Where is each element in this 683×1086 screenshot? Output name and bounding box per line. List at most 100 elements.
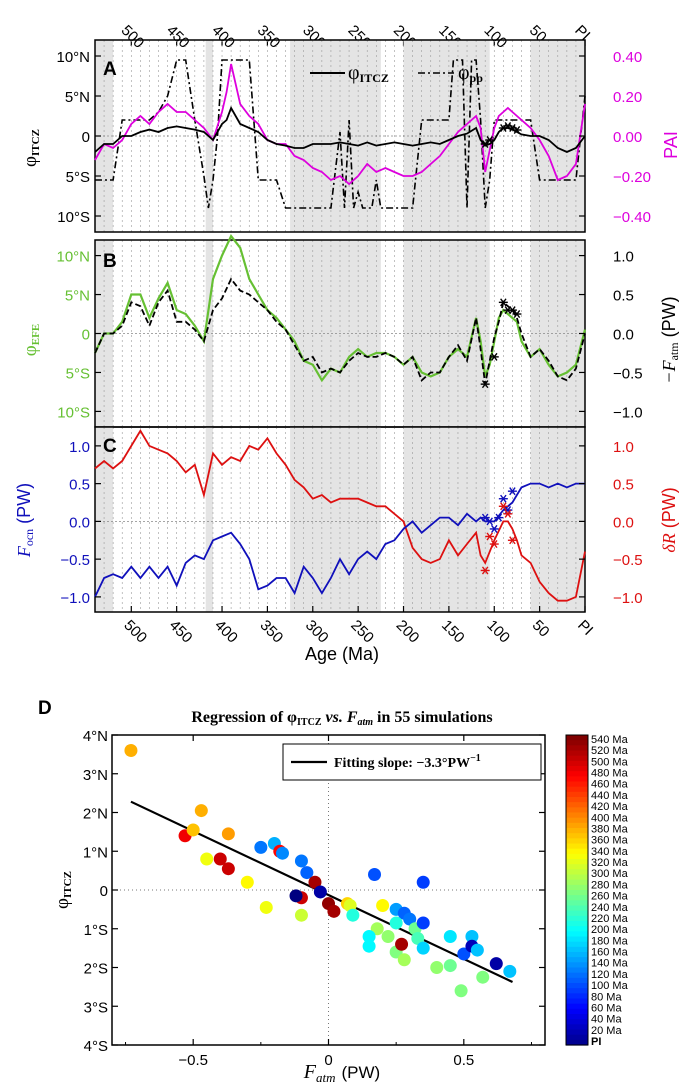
panel-d-letter: D — [38, 698, 52, 719]
scatter-point — [313, 885, 327, 899]
scatter-point — [389, 916, 403, 930]
y-tick-label: 1°N — [83, 844, 108, 861]
marker-c-dr — [489, 540, 499, 549]
scatter-point — [186, 823, 200, 837]
right-tick-label: −0.20 — [613, 169, 651, 186]
scatter-point — [457, 947, 471, 961]
left-tick-label: −1.0 — [60, 590, 90, 607]
marker-c-dr-stroke — [509, 536, 516, 545]
scatter-point — [403, 912, 417, 926]
scatter-point — [221, 862, 235, 876]
scatter-point — [443, 930, 457, 943]
panel-c: 1.0 0.5 0.0 −0.5 −1.0 1.0 0.5 0.0 −0.5 −1.0 C Foc… — [14, 426, 679, 613]
scatter-point — [370, 922, 384, 936]
colorbar-segment — [566, 864, 588, 870]
scatter-point — [124, 744, 138, 757]
marker-c-dr-stroke — [490, 540, 498, 549]
legend-pp-label: φpp — [458, 62, 483, 85]
scatter-point — [275, 846, 289, 860]
right-tick-label: 0.5 — [613, 288, 634, 305]
panel-b: 10°N5°N05°S10°S1.00.50.0−0.5−1.0 B φEFE … — [20, 234, 681, 428]
colorbar-segment — [566, 1019, 588, 1025]
colorbar-label: 120 Ma — [591, 969, 629, 981]
shaded-interval — [403, 427, 490, 612]
marker-a-stroke — [481, 139, 489, 149]
marker-c-dr — [480, 566, 490, 575]
scatter-point — [240, 875, 254, 889]
scatter-point — [376, 899, 390, 912]
y-tick-label: 0 — [100, 883, 108, 900]
colorbar-segment — [566, 760, 588, 767]
panel-c-right-axis-title: δR(PW) — [659, 487, 679, 552]
x-tick-label: 0.5 — [453, 1052, 474, 1069]
colorbar-segment — [566, 921, 588, 927]
marker-c-ocn-stroke — [495, 513, 503, 522]
colorbar-segment — [566, 993, 588, 1000]
bottom-tick-label: 50 — [529, 617, 553, 641]
colorbar-segment — [566, 895, 588, 901]
scatter-point — [489, 957, 503, 971]
left-tick-label: 10°N — [56, 249, 90, 266]
scatter-point — [200, 852, 214, 866]
scatter-point — [368, 868, 382, 881]
y-tick-label: 4°N — [83, 728, 108, 745]
colorbar-segment — [566, 853, 588, 860]
colorbar-segment — [566, 1003, 588, 1010]
right-tick-label: 0.20 — [613, 89, 642, 106]
bottom-tick-label: 100 — [483, 617, 513, 647]
panel-c-letter: C — [103, 436, 117, 457]
marker-b-stroke — [481, 380, 489, 389]
marker-a-stroke — [486, 135, 493, 145]
y-tick-label: 2°S — [84, 961, 108, 978]
marker-c-ocn-stroke — [500, 494, 507, 503]
marker-a — [512, 125, 522, 135]
colorbar-label: 380 Ma — [591, 823, 629, 835]
left-tick-label: 5°S — [66, 365, 90, 382]
panel-frame — [94, 426, 586, 613]
colorbar-segment — [566, 890, 588, 896]
right-tick-label: 1.0 — [613, 249, 634, 266]
shaded-interval — [205, 240, 213, 427]
bottom-tick-label: 150 — [438, 617, 468, 647]
colorbar-segment — [566, 802, 588, 808]
dr-line — [94, 429, 586, 602]
shaded-interval — [290, 427, 381, 612]
y-tick-label: 3°S — [84, 999, 108, 1016]
scatter-point — [416, 941, 430, 955]
bottom-tick-label: 200 — [393, 617, 423, 647]
scatter-point — [194, 804, 208, 818]
scatter-point — [259, 900, 273, 914]
scatter-point — [416, 875, 430, 889]
y-tick-label: 2°N — [83, 806, 108, 823]
pai-line — [94, 63, 586, 186]
marker-b-stroke — [504, 306, 512, 315]
marker-c-ocn-stroke — [481, 513, 489, 522]
colorbar-label: 200 Ma — [591, 924, 629, 936]
marker-c-ocn-stroke — [490, 524, 498, 533]
colorbar-label: 340 Ma — [591, 846, 629, 858]
marker-b — [507, 306, 517, 315]
panel-a: 10°N5°N05°S10°S0.400.200.00−0.20−0.40 A … — [20, 39, 681, 233]
right-tick-label: 1.0 — [613, 439, 634, 456]
right-tick-label: 0.0 — [613, 327, 634, 344]
panel-a-legend: φITCZ φpp — [310, 62, 483, 85]
colorbar-segment — [566, 740, 588, 746]
bottom-tick-label: 250 — [347, 617, 377, 647]
right-tick-label: −1.0 — [613, 404, 643, 421]
left-tick-label: 1.0 — [69, 439, 90, 456]
colorbar-frame — [565, 734, 589, 1046]
scatter-point — [254, 840, 268, 854]
y-tick-label: 3°N — [83, 767, 108, 784]
scatter-point — [294, 854, 308, 868]
colorbar-label: PI — [591, 1036, 601, 1048]
scatter-point — [221, 827, 235, 841]
colorbar-label: 260 Ma — [591, 891, 629, 903]
marker-c-ocn — [489, 524, 499, 533]
y-tick-label: 4°S — [84, 1038, 108, 1055]
scatter-point — [289, 889, 303, 903]
marker-b-stroke — [513, 310, 521, 319]
panel-b-markers — [480, 298, 522, 389]
panel-d-ticks: 4°N 3°N 2°N 1°N 0 1°S 2°S 3°S 4°S −0.5 0 0.5 — [83, 728, 545, 1069]
colorbar-segment — [566, 983, 588, 989]
colorbar-segment — [566, 755, 588, 762]
